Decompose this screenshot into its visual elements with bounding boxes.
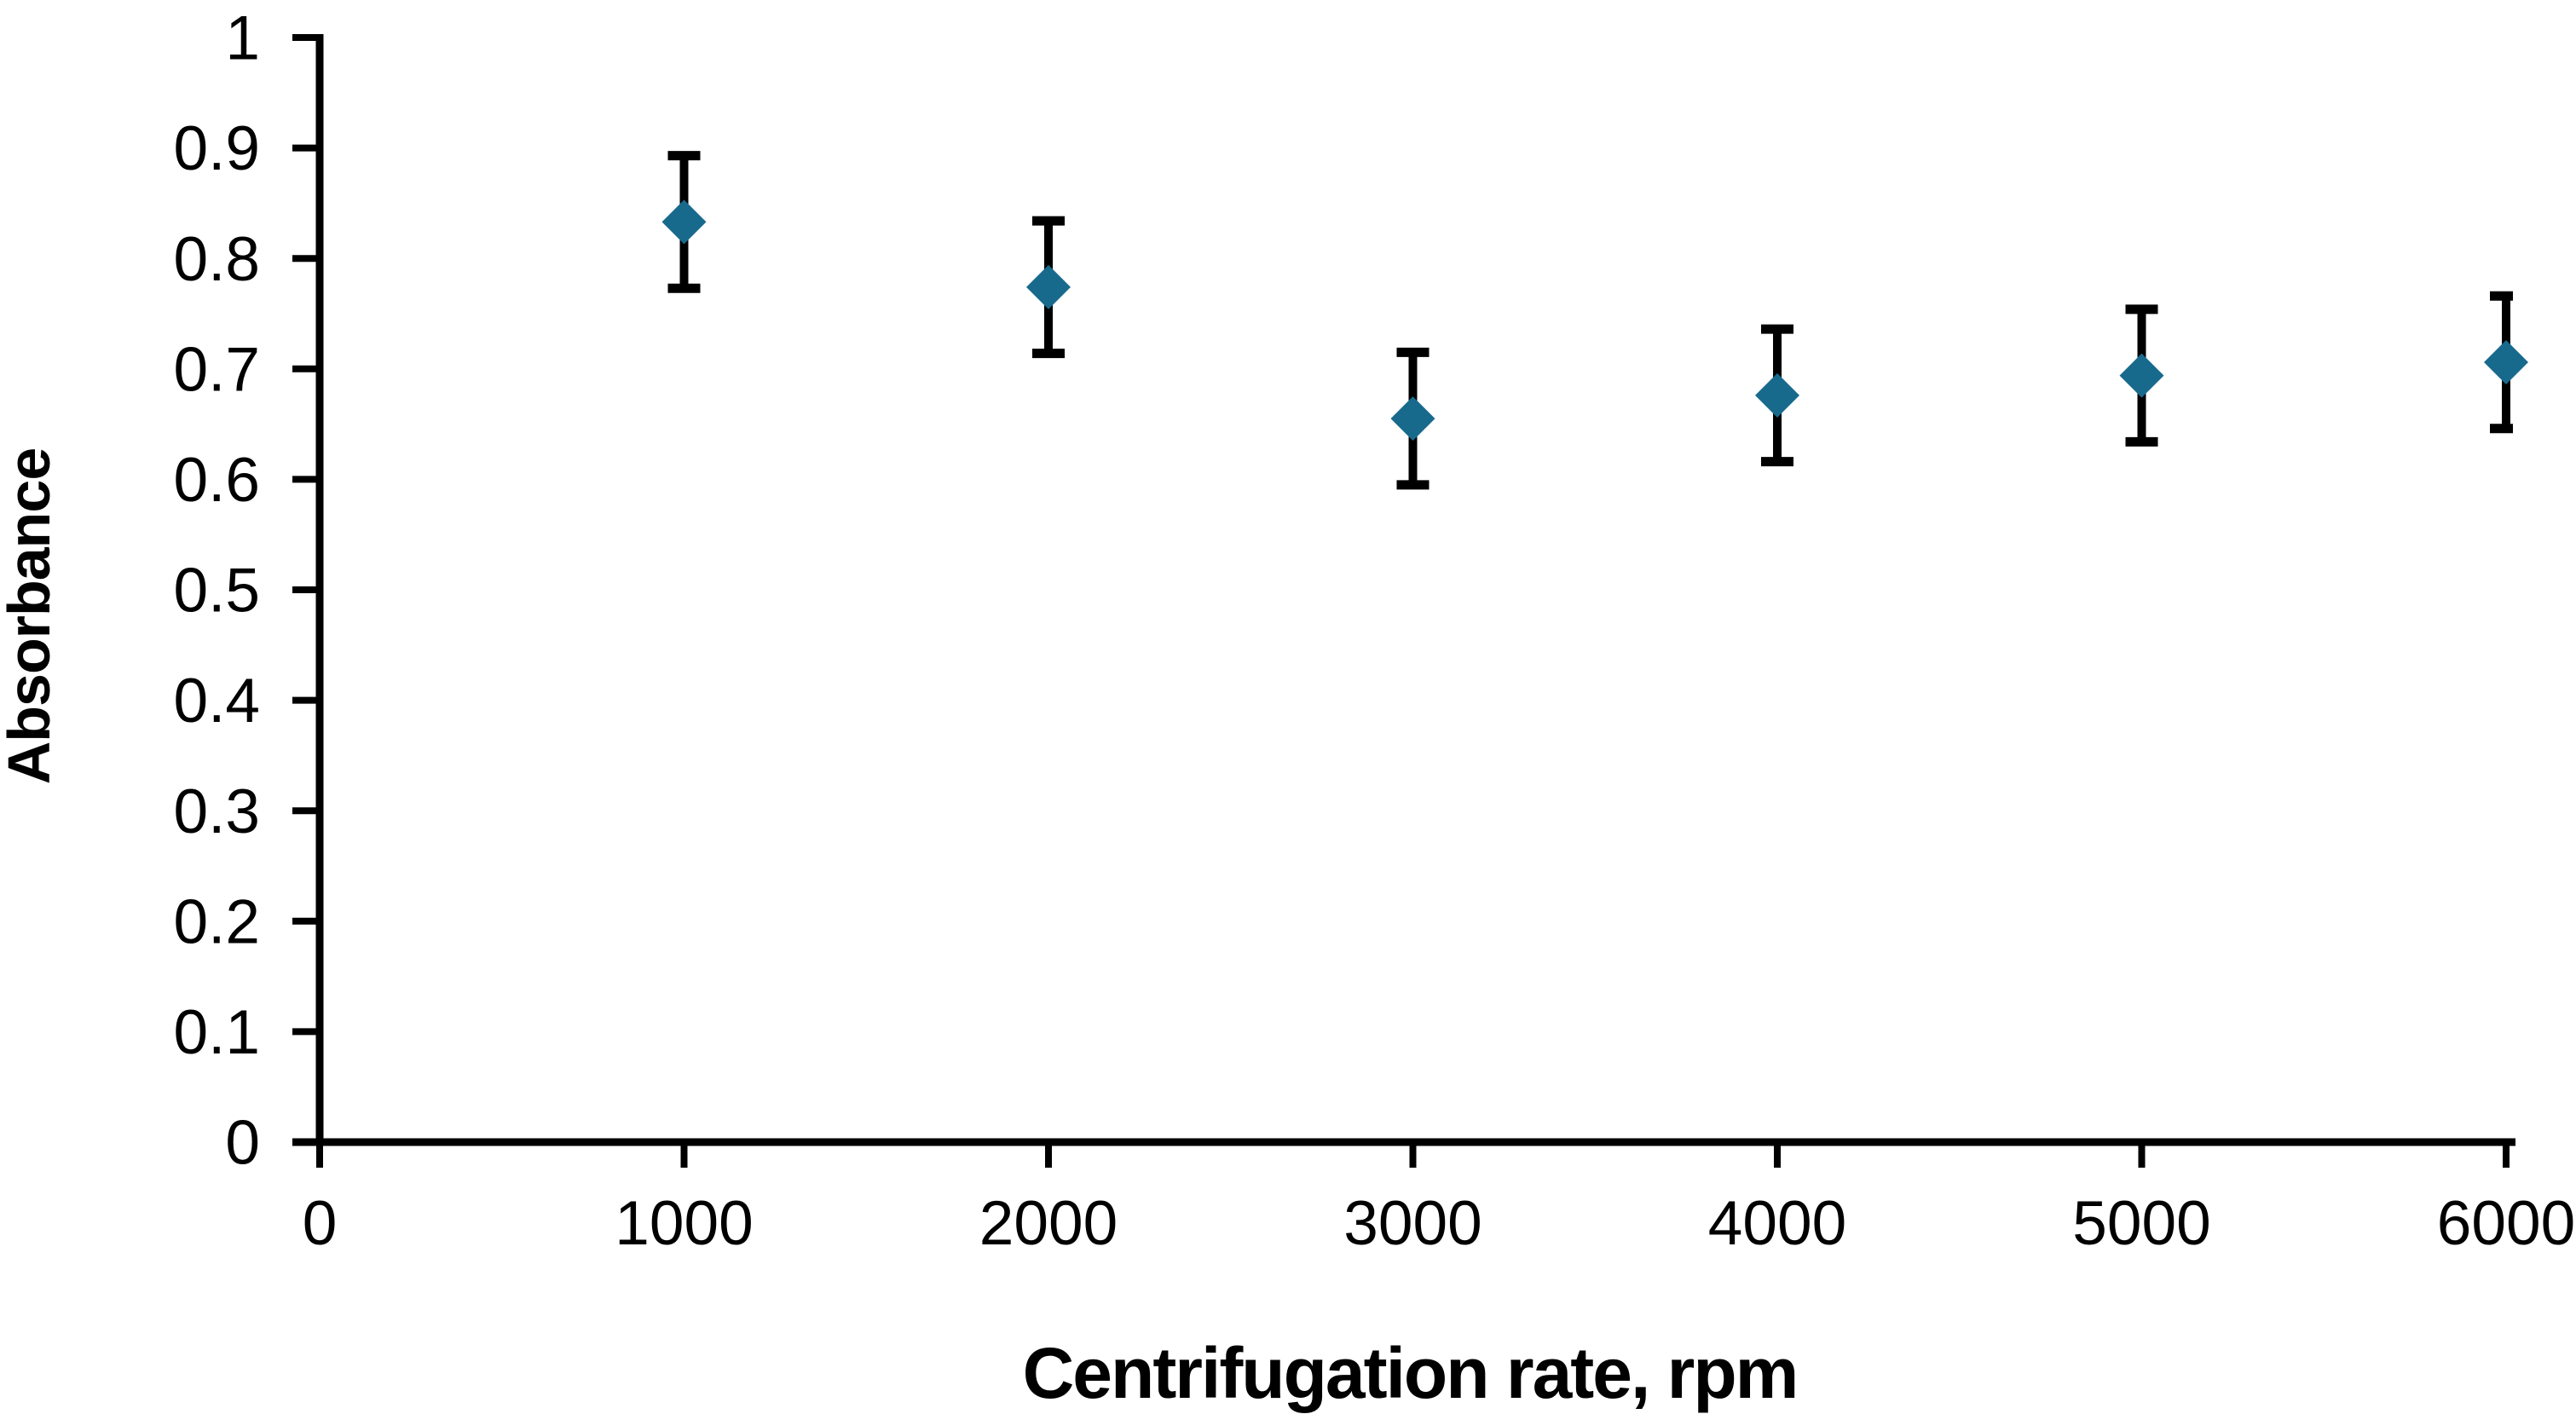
y-tick-label: 0.3 bbox=[174, 777, 260, 846]
y-axis: 0 0.1 0.2 0.3 0.4 0.5 0.6 0.7 0.8 0.9 1 bbox=[174, 4, 324, 1178]
x-tick-label: 3000 bbox=[1343, 1189, 1481, 1258]
y-tick-label: 0.5 bbox=[174, 557, 260, 626]
data-point-diamond bbox=[1755, 372, 1799, 418]
x-tick-label: 5000 bbox=[2072, 1189, 2210, 1258]
data-point-diamond bbox=[2119, 353, 2164, 398]
data-point-diamond bbox=[1026, 264, 1071, 309]
y-tick-label: 0.6 bbox=[174, 446, 260, 515]
x-axis: 0 1000 2000 3000 4000 5000 6000 bbox=[292, 1138, 2575, 1258]
y-tick-label: 0 bbox=[225, 1109, 260, 1178]
x-tick-label: 4000 bbox=[1708, 1189, 1846, 1258]
y-tick-label: 0.1 bbox=[174, 998, 260, 1067]
y-tick-label: 0.8 bbox=[174, 225, 260, 294]
y-tick-label: 1 bbox=[225, 4, 260, 73]
y-axis-title: Absorbance bbox=[0, 448, 62, 785]
data-point-diamond bbox=[1390, 396, 1435, 442]
x-tick-label: 1000 bbox=[615, 1189, 753, 1258]
x-axis-title: Centrifugation rate, rpm bbox=[1023, 1333, 1798, 1413]
x-tick-label: 0 bbox=[303, 1189, 338, 1258]
x-tick-label: 6000 bbox=[2437, 1189, 2575, 1258]
data-point-diamond bbox=[661, 199, 707, 245]
data-point-diamond bbox=[2484, 340, 2528, 385]
y-tick-label: 0.9 bbox=[174, 114, 260, 183]
x-tick-label: 2000 bbox=[979, 1189, 1118, 1258]
y-tick-label: 0.2 bbox=[174, 887, 260, 956]
y-tick-label: 0.7 bbox=[174, 335, 260, 404]
data-points bbox=[661, 199, 2528, 442]
error-bars bbox=[667, 151, 2513, 490]
y-tick-label: 0.4 bbox=[174, 667, 260, 736]
